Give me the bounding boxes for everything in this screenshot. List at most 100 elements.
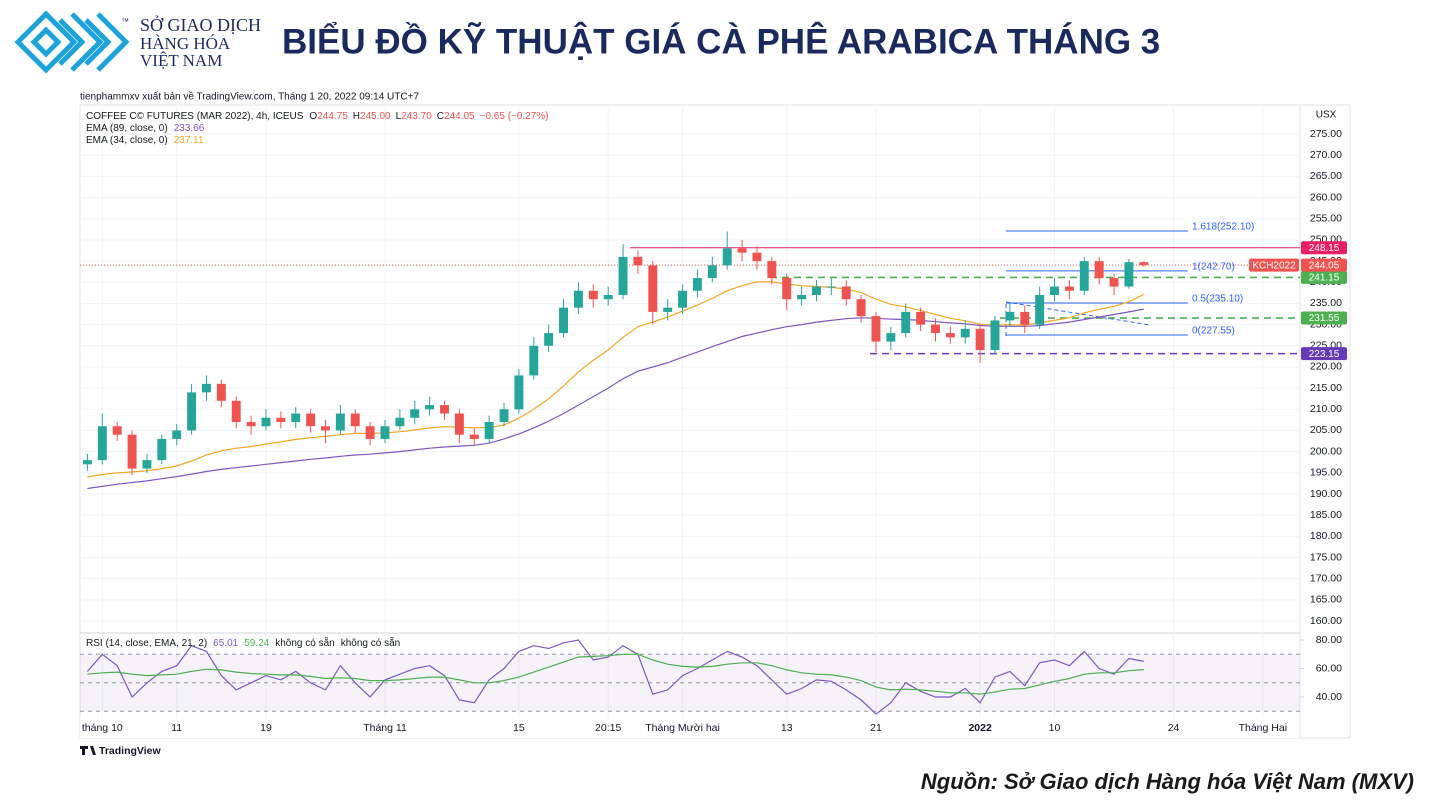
legend-value: 237.11 <box>174 135 204 146</box>
ohlc-letter: H <box>353 111 360 122</box>
ohlc-letter: C <box>437 111 444 122</box>
candle-body <box>172 430 182 439</box>
candle-body <box>603 294 613 300</box>
legend-ema: EMA (89, close, 0) 233.66 <box>86 123 205 134</box>
price-tag <box>1301 270 1347 284</box>
fib-label: 0.5(235.10) <box>1192 294 1243 305</box>
na-label: không có sẵn <box>341 636 401 649</box>
candle-body <box>782 278 792 300</box>
candle-body <box>231 400 241 422</box>
x-axis-area <box>80 718 1300 738</box>
candle-body <box>321 426 330 431</box>
candle-body <box>618 256 628 295</box>
ohlc-value: 244.75 <box>317 111 348 122</box>
price-tag <box>1301 258 1347 272</box>
price-tag <box>1301 347 1347 361</box>
x-tick-label: 2022 <box>968 722 992 734</box>
legend-value: 59.24 <box>244 638 269 649</box>
price-tag-label: 223.15 <box>1309 349 1340 360</box>
price-tag-label: 244.05 <box>1309 260 1340 271</box>
candle-body <box>901 311 911 334</box>
y-tick-label: 260.00 <box>1310 191 1342 203</box>
candle-body <box>380 426 390 439</box>
candle-body <box>886 333 896 342</box>
candle-body <box>425 405 435 410</box>
candle-body <box>916 311 926 325</box>
candle-body <box>588 290 598 300</box>
candle-body <box>633 256 643 266</box>
candle-body <box>767 261 777 279</box>
candle-body <box>826 286 836 288</box>
unit-box <box>1312 108 1340 122</box>
candle-body <box>752 252 762 262</box>
logo-text: HÀNG HÓA <box>140 34 231 53</box>
candle-body <box>663 307 673 312</box>
candle-body <box>410 409 420 418</box>
x-tick-label: tháng 10 <box>82 722 123 734</box>
logo <box>14 10 130 74</box>
brand-logo <box>80 746 96 755</box>
y-tick-label: 215.00 <box>1310 382 1342 394</box>
y-tick-label: 80.00 <box>1316 634 1342 646</box>
candle-body <box>127 434 137 469</box>
x-tick-label: Tháng Hai <box>1239 722 1287 734</box>
candle-body <box>335 413 345 431</box>
chart-frame <box>79 104 1351 739</box>
attribution: tienphammxv xuất bản về TradingView.com,… <box>80 91 419 103</box>
candle-body <box>990 320 1000 351</box>
page-title: BIỂU ĐỒ KỸ THUẬT GIÁ CÀ PHÊ ARABICA THÁN… <box>282 21 1160 61</box>
candle-body <box>365 426 375 439</box>
y-tick-label: 220.00 <box>1310 361 1342 373</box>
candle-body <box>440 405 449 414</box>
source-note: Nguồn: Sở Giao dịch Hàng hóa Việt Nam (M… <box>921 769 1414 794</box>
y-tick-label: 210.00 <box>1310 403 1342 415</box>
candle-body <box>454 413 464 435</box>
candle-body <box>484 422 494 439</box>
candle-body <box>1020 311 1030 325</box>
candle-body <box>812 286 821 295</box>
ohlc-value: 243.70 <box>401 111 432 122</box>
candle-body <box>216 383 226 401</box>
x-tick-label: 15 <box>513 722 525 734</box>
y-tick-label: 205.00 <box>1310 424 1342 436</box>
logo-tm: ™ <box>121 17 129 26</box>
y-tick-label: 165.00 <box>1310 594 1342 606</box>
fib-label: 1.618(252.10) <box>1192 222 1254 233</box>
symbol-tag-label: KCH2022 <box>1252 260 1296 271</box>
logo-shape <box>84 12 130 72</box>
candle-body <box>1079 261 1089 291</box>
candle-body <box>246 422 256 427</box>
y-tick-label: 175.00 <box>1310 551 1342 563</box>
legend-value: 65.01 <box>213 638 238 649</box>
y-tick-label: 195.00 <box>1310 467 1342 479</box>
legend-entry: EMA (34, close, 0) <box>86 135 168 146</box>
rsi-line <box>87 653 1144 695</box>
candle-body <box>559 307 568 334</box>
y-unit: USX <box>1316 110 1337 121</box>
legend-entry: EMA (89, close, 0) <box>86 123 168 134</box>
y-tick-label: 265.00 <box>1310 170 1342 182</box>
y-tick-label: 255.00 <box>1310 213 1342 225</box>
logo-shape <box>14 10 78 74</box>
candle-body <box>797 294 807 300</box>
candle-body <box>499 409 509 422</box>
candle-body <box>692 278 702 291</box>
candle-body <box>544 333 554 346</box>
candle-body <box>678 290 688 308</box>
candle-body <box>202 383 211 393</box>
price-tag-label: 241.15 <box>1309 273 1340 284</box>
ema-line <box>87 308 1144 490</box>
x-tick-label: 20:15 <box>595 722 621 734</box>
ohlc-letter: L <box>396 111 402 122</box>
candle-body <box>514 375 524 410</box>
legend-symbol: COFFEE C© FUTURES (MAR 2022), 4h, ICEUS O… <box>86 111 549 122</box>
price-tag <box>1301 311 1347 325</box>
y-tick-label: 40.00 <box>1316 691 1342 703</box>
y-tick-label: 170.00 <box>1310 572 1342 584</box>
fib-label: 1(242.70) <box>1192 261 1235 272</box>
y-tick-label: 160.00 <box>1310 615 1342 627</box>
y-tick-label: 270.00 <box>1310 149 1342 161</box>
ohlc-letter: O <box>309 111 317 122</box>
candle-body <box>1109 278 1119 287</box>
candle-body <box>931 324 940 334</box>
